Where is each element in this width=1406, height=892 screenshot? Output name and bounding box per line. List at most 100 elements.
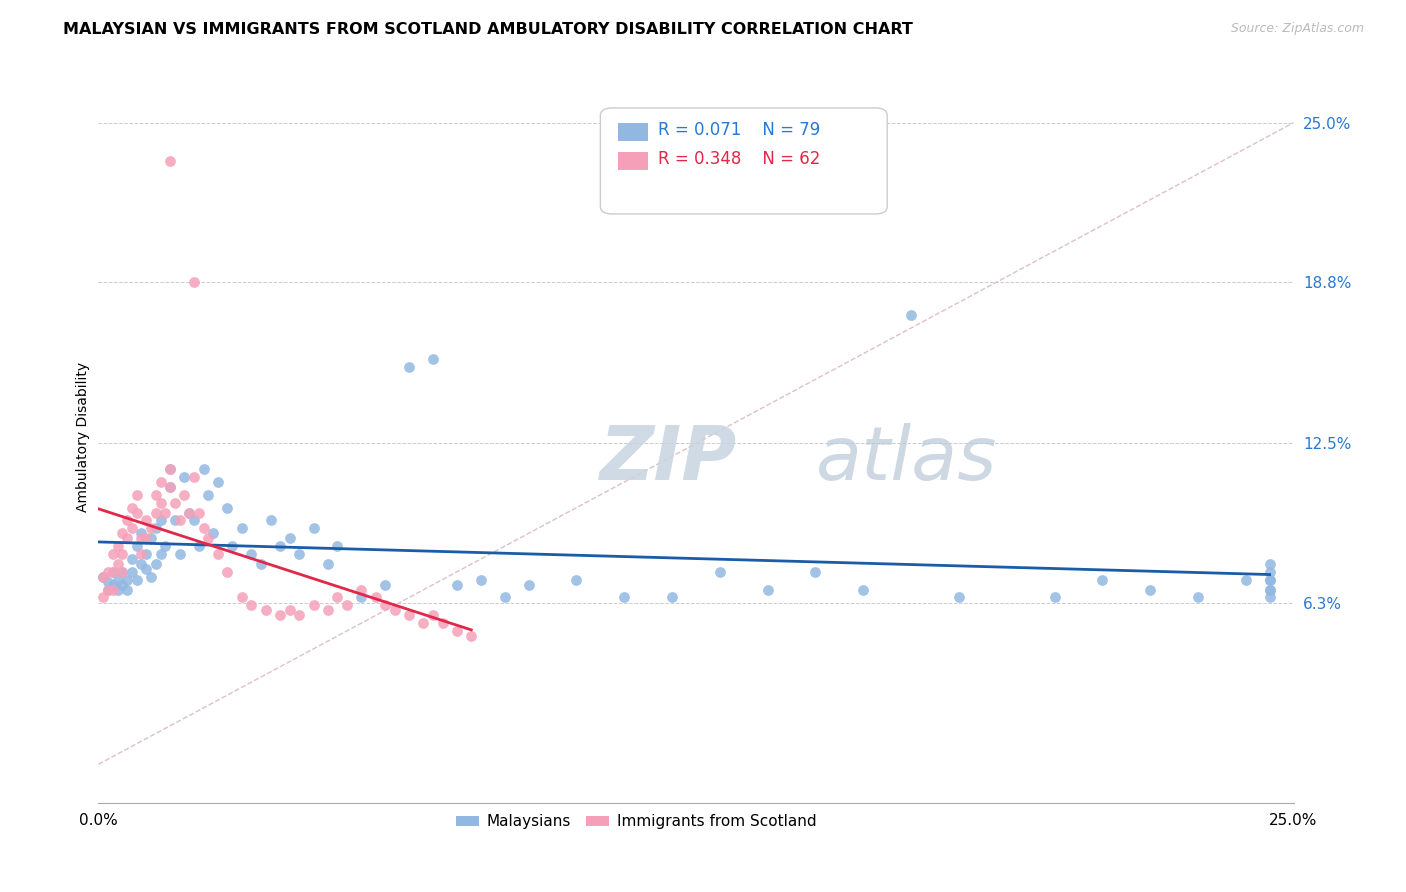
Point <box>326 539 349 553</box>
Point <box>269 608 291 623</box>
Point <box>240 598 263 612</box>
Point <box>364 591 387 605</box>
Point <box>207 475 229 489</box>
Point <box>155 539 177 553</box>
Point <box>1043 591 1066 605</box>
Point <box>302 521 325 535</box>
Point <box>250 557 273 571</box>
Point <box>288 608 311 623</box>
Point <box>179 506 201 520</box>
Point <box>173 488 195 502</box>
Point <box>422 351 444 366</box>
Text: atlas: atlas <box>815 423 997 495</box>
Point <box>159 154 181 169</box>
Point <box>278 532 301 546</box>
Point <box>173 470 195 484</box>
Point <box>231 591 253 605</box>
Point <box>131 557 153 571</box>
Point <box>398 359 420 374</box>
Point <box>145 488 167 502</box>
Point <box>183 275 205 289</box>
Point <box>446 577 468 591</box>
Y-axis label: Ambulatory Disability: Ambulatory Disability <box>76 362 90 512</box>
Point <box>145 506 167 520</box>
Point <box>804 565 827 579</box>
Text: Source: ZipAtlas.com: Source: ZipAtlas.com <box>1230 22 1364 36</box>
Point <box>278 603 301 617</box>
Point <box>1139 582 1161 597</box>
Point <box>288 547 311 561</box>
Legend: Malaysians, Immigrants from Scotland: Malaysians, Immigrants from Scotland <box>450 808 823 836</box>
Point <box>183 470 205 484</box>
Point <box>91 570 114 584</box>
FancyBboxPatch shape <box>600 108 887 214</box>
Point <box>374 577 396 591</box>
Point <box>240 547 263 561</box>
Point <box>159 462 181 476</box>
Point <box>115 573 138 587</box>
Point <box>101 547 124 561</box>
Point <box>107 573 129 587</box>
Point <box>1258 565 1281 579</box>
Point <box>1258 557 1281 571</box>
Point <box>470 573 492 587</box>
Point <box>145 557 167 571</box>
Point <box>135 547 157 561</box>
Point <box>111 565 134 579</box>
Point <box>852 582 875 597</box>
Point <box>197 532 219 546</box>
Point <box>1258 573 1281 587</box>
Point <box>900 308 922 322</box>
Text: R = 0.071    N = 79: R = 0.071 N = 79 <box>658 121 820 139</box>
Bar <box>619 122 648 141</box>
Point <box>125 573 148 587</box>
Point <box>446 624 468 638</box>
Point <box>1258 582 1281 597</box>
Point <box>207 547 229 561</box>
Point <box>163 495 186 509</box>
Point <box>111 565 134 579</box>
Point <box>316 603 339 617</box>
Point <box>101 565 124 579</box>
Point <box>121 500 143 515</box>
Point <box>254 603 277 617</box>
Point <box>1258 591 1281 605</box>
Point <box>259 514 281 528</box>
Point <box>155 506 177 520</box>
Point <box>221 539 243 553</box>
Point <box>121 521 143 535</box>
Point <box>302 598 325 612</box>
Point <box>709 565 731 579</box>
Point <box>316 557 339 571</box>
Point <box>1234 573 1257 587</box>
Point <box>131 526 153 541</box>
Point <box>412 616 434 631</box>
Point <box>111 547 134 561</box>
Point <box>231 521 253 535</box>
Point <box>135 532 157 546</box>
Point <box>1258 573 1281 587</box>
Point <box>91 570 114 584</box>
Point <box>384 603 406 617</box>
Point <box>197 488 219 502</box>
Point <box>494 591 516 605</box>
Point <box>97 582 120 597</box>
Point <box>350 591 373 605</box>
Point <box>97 565 120 579</box>
Point <box>326 591 349 605</box>
Point <box>217 565 239 579</box>
Point <box>107 582 129 597</box>
Point <box>125 488 148 502</box>
Point <box>115 582 138 597</box>
Point <box>101 565 124 579</box>
Point <box>422 608 444 623</box>
Point <box>101 582 124 597</box>
Point <box>398 608 420 623</box>
Text: ZIP: ZIP <box>600 423 738 496</box>
Point <box>131 547 153 561</box>
Point <box>460 629 482 643</box>
Point <box>159 480 181 494</box>
Point <box>135 514 157 528</box>
Point <box>613 591 636 605</box>
Point <box>91 591 114 605</box>
